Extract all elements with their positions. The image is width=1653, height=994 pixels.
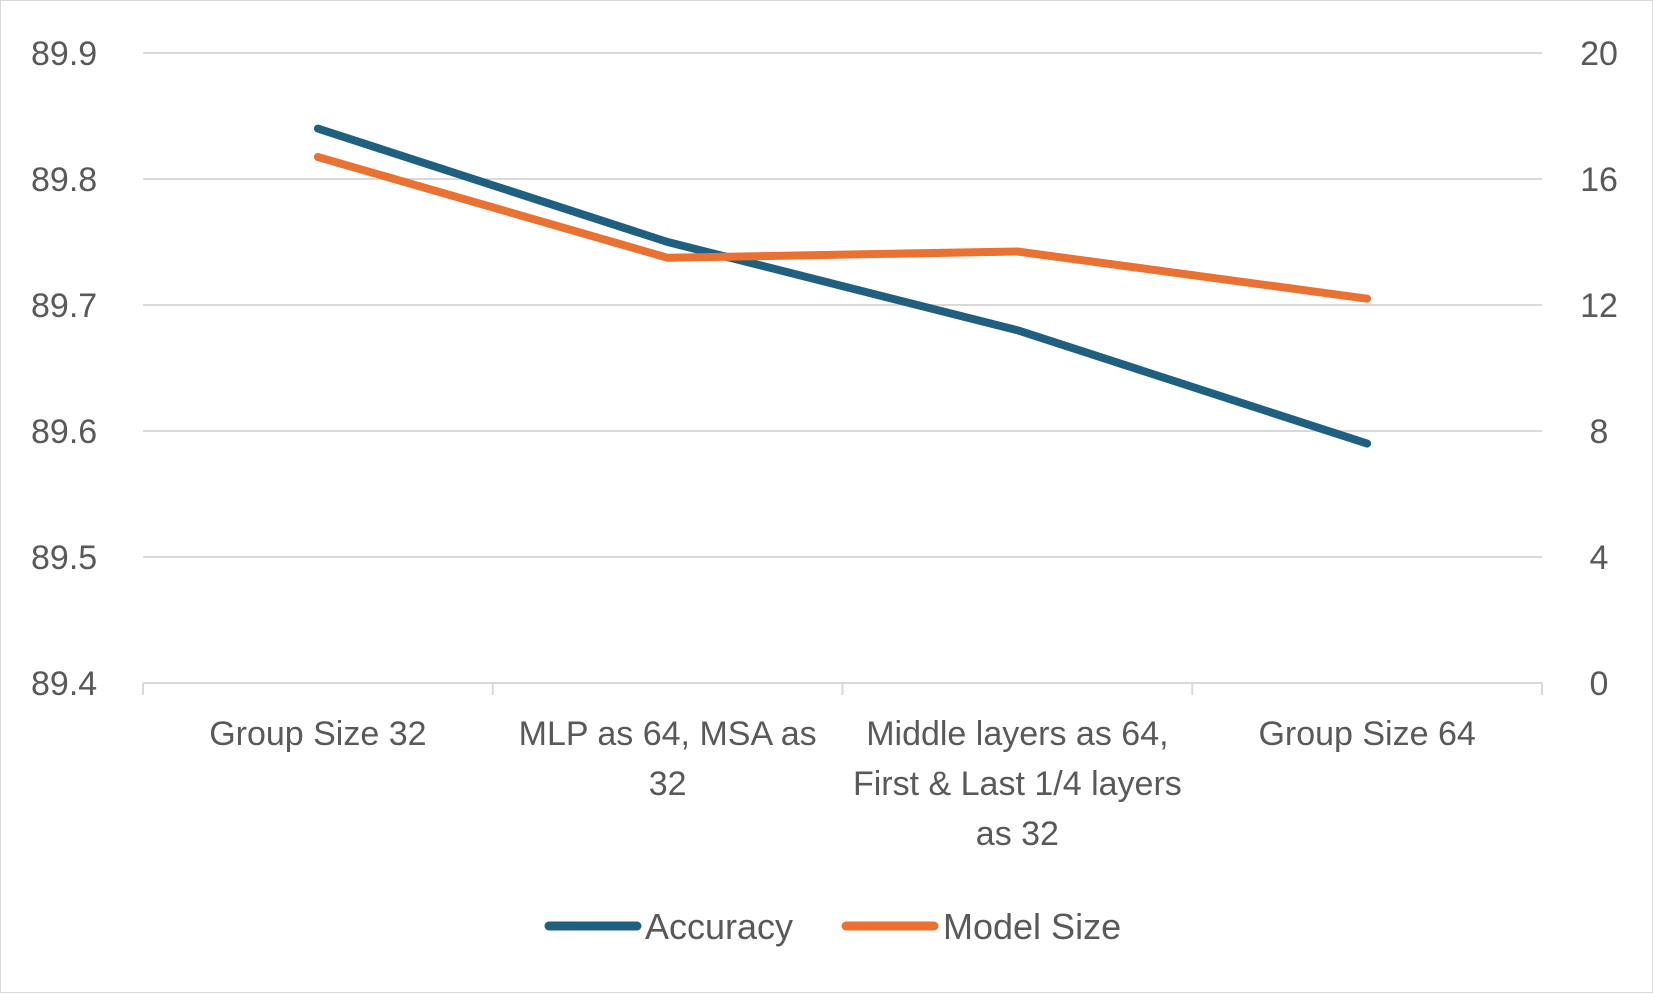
right-axis-ticks: 20 16 12 8 4 0 — [1580, 35, 1618, 703]
category-label: MLP as 64, MSA as 32 — [519, 715, 817, 803]
category-labels: Group Size 32 MLP as 64, MSA as 32 Middle l… — [209, 715, 1476, 853]
x-axis — [142, 682, 1543, 695]
category-label-line: MLP as 64, MSA as — [519, 715, 817, 753]
left-tick-label: 89.6 — [31, 413, 97, 451]
legend: Accuracy Model Size — [544, 906, 1121, 947]
category-label-line: Middle layers as 64, — [866, 715, 1168, 753]
left-tick-label: 89.8 — [31, 161, 97, 199]
series-lines — [313, 124, 1372, 448]
right-tick-label: 12 — [1580, 287, 1618, 325]
right-tick-label: 16 — [1580, 161, 1618, 199]
legend-label-model-size: Model Size — [943, 906, 1121, 947]
category-label: Group Size 32 — [209, 715, 426, 753]
category-label-line: Group Size 32 — [209, 715, 426, 753]
left-tick-label: 89.5 — [31, 539, 97, 577]
left-axis-ticks: 89.9 89.8 89.7 89.6 89.5 89.4 — [31, 35, 97, 703]
category-label-line: Group Size 64 — [1258, 715, 1475, 753]
accuracy-series-line — [313, 124, 1372, 448]
category-label-line: as 32 — [976, 815, 1059, 853]
gridlines — [143, 52, 1542, 558]
category-label-line: First & Last 1/4 layers — [853, 765, 1182, 803]
left-tick-label: 89.7 — [31, 287, 97, 325]
right-tick-label: 0 — [1590, 665, 1609, 703]
category-label: Group Size 64 — [1258, 715, 1475, 753]
right-tick-label: 4 — [1590, 539, 1609, 577]
legend-label-accuracy: Accuracy — [645, 906, 793, 947]
left-tick-label: 89.4 — [31, 665, 97, 703]
category-label-line: 32 — [649, 765, 687, 803]
model-size-series-line — [313, 153, 1372, 303]
category-label: Middle layers as 64, First & Last 1/4 lay… — [853, 715, 1182, 853]
right-tick-label: 20 — [1580, 35, 1618, 73]
right-tick-label: 8 — [1590, 413, 1609, 451]
left-tick-label: 89.9 — [31, 35, 97, 73]
